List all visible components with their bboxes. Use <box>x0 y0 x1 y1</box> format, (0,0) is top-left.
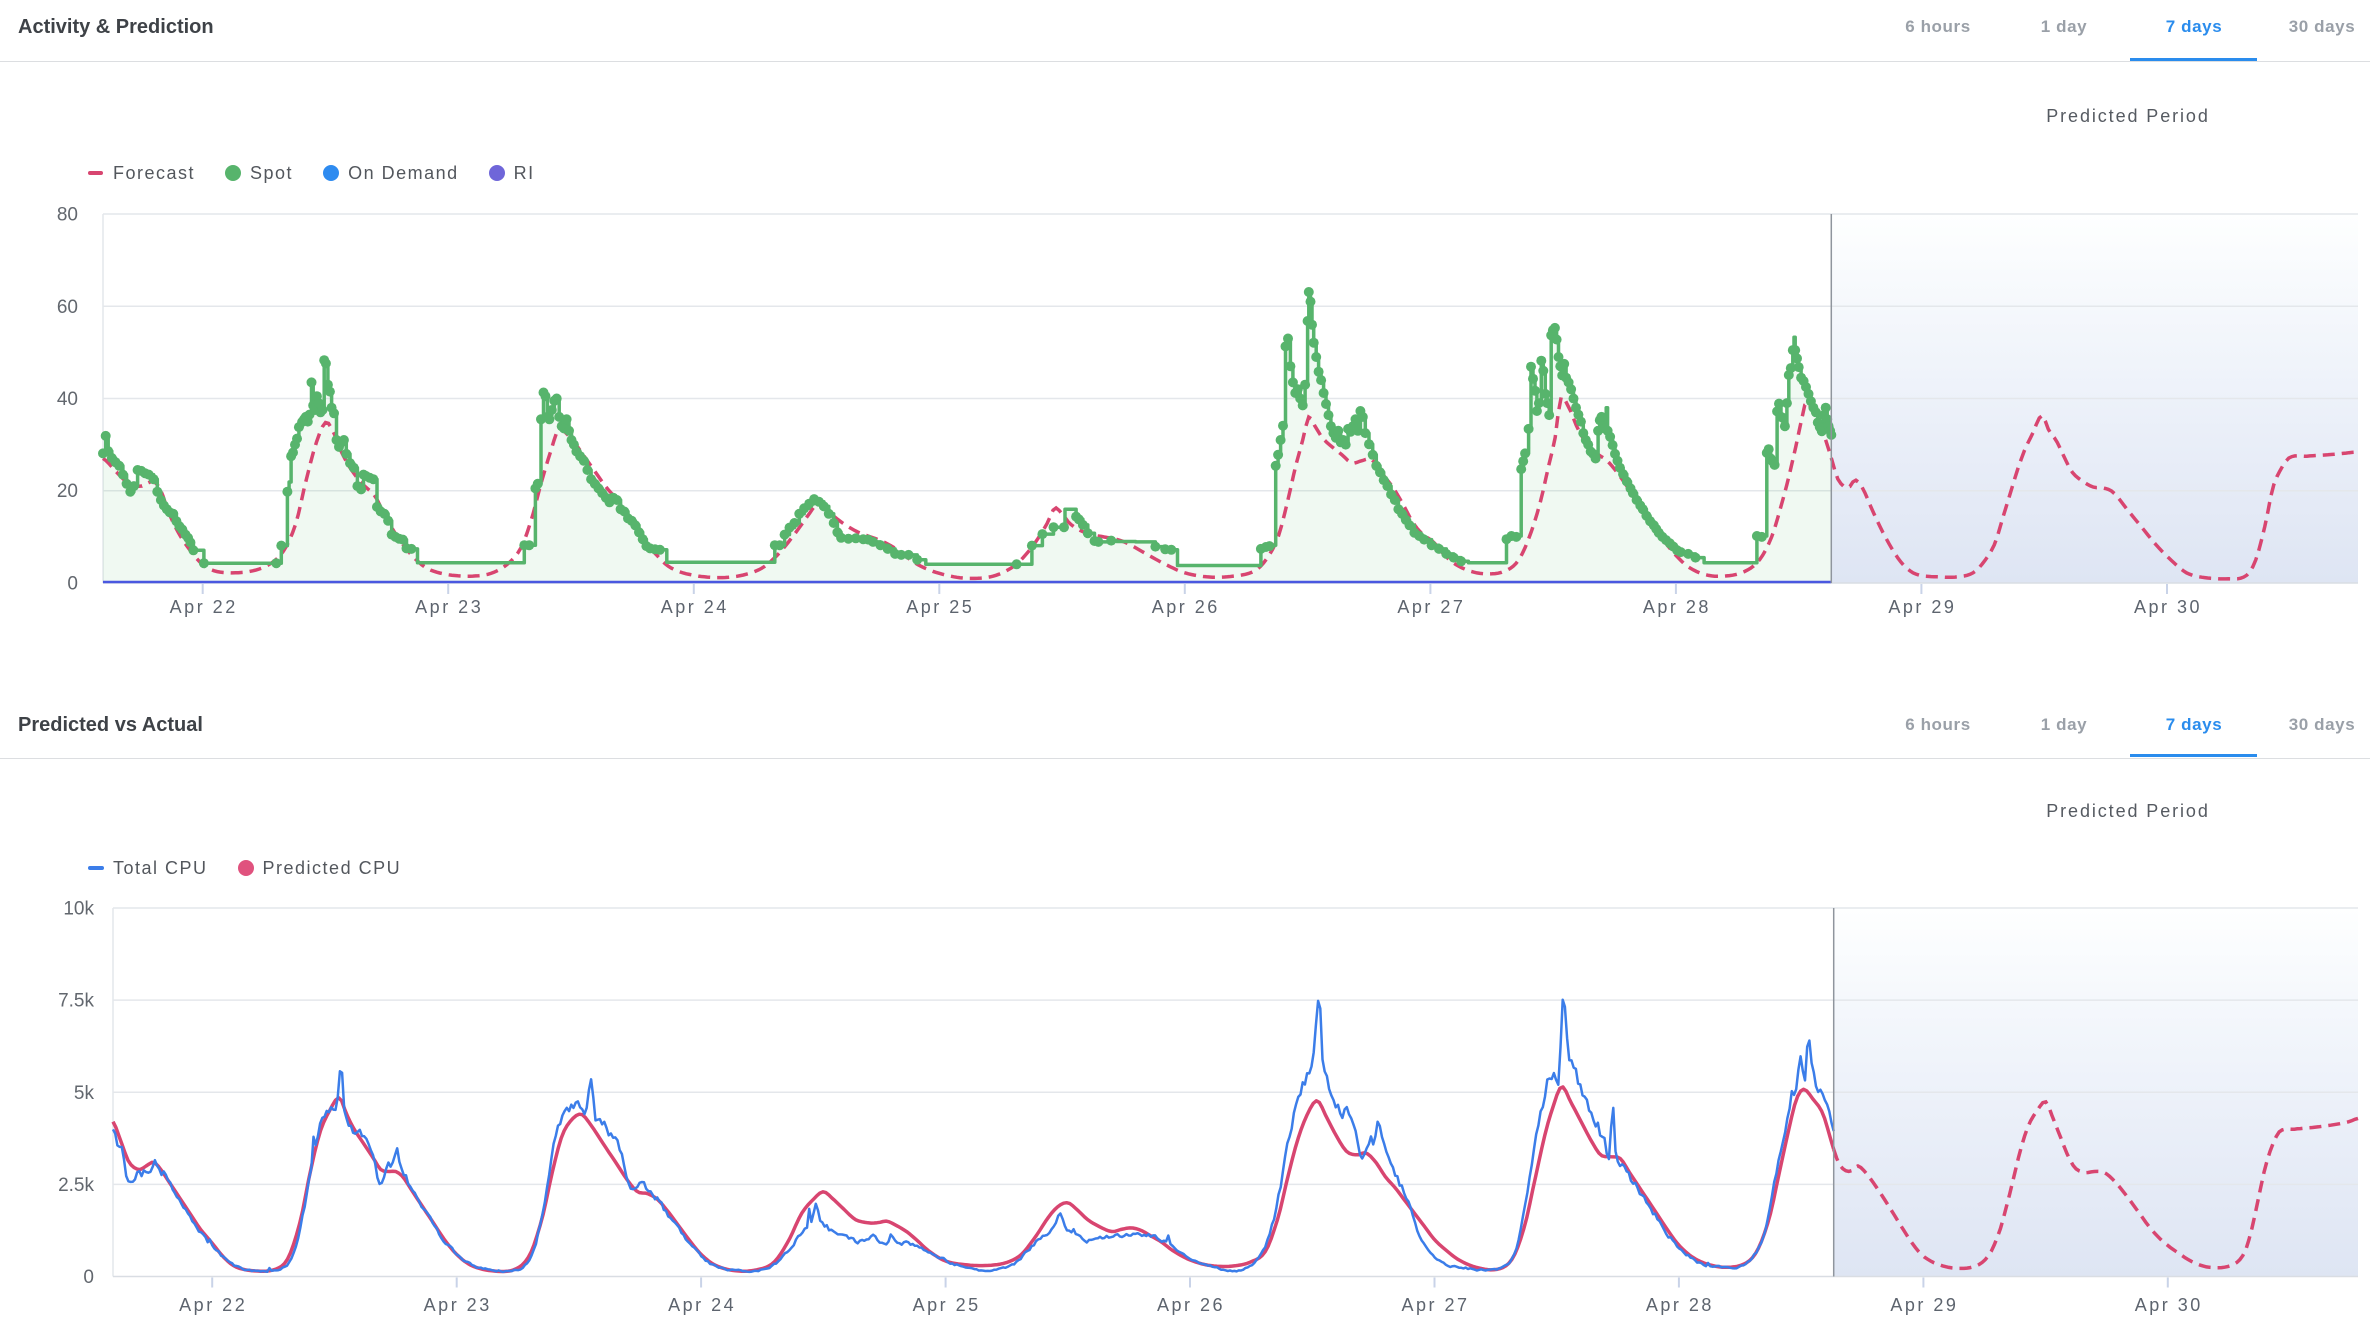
svg-text:10k: 10k <box>63 899 94 920</box>
svg-text:5k: 5k <box>74 1083 95 1104</box>
svg-text:Apr 29: Apr 29 <box>1890 1295 1958 1315</box>
svg-text:Apr 23: Apr 23 <box>424 1295 492 1315</box>
svg-text:7.5k: 7.5k <box>58 991 94 1012</box>
svg-text:Apr 22: Apr 22 <box>179 1295 247 1315</box>
svg-text:Apr 26: Apr 26 <box>1157 1295 1225 1315</box>
svg-text:2.5k: 2.5k <box>58 1175 94 1196</box>
svg-text:Apr 23: Apr 23 <box>415 597 483 617</box>
svg-text:Apr 25: Apr 25 <box>913 1295 981 1315</box>
svg-text:Apr 29: Apr 29 <box>1888 597 1956 617</box>
svg-text:80: 80 <box>57 205 78 226</box>
svg-text:60: 60 <box>57 297 78 318</box>
svg-text:Apr 24: Apr 24 <box>661 597 729 617</box>
svg-text:Apr 27: Apr 27 <box>1397 597 1465 617</box>
svg-text:0: 0 <box>83 1267 94 1288</box>
svg-text:Apr 24: Apr 24 <box>668 1295 736 1315</box>
svg-text:Apr 30: Apr 30 <box>2134 597 2202 617</box>
svg-text:20: 20 <box>57 481 78 502</box>
svg-text:Apr 22: Apr 22 <box>170 597 238 617</box>
svg-text:Apr 25: Apr 25 <box>906 597 974 617</box>
svg-text:Apr 28: Apr 28 <box>1646 1295 1714 1315</box>
svg-text:Apr 26: Apr 26 <box>1152 597 1220 617</box>
svg-text:40: 40 <box>57 389 78 410</box>
svg-text:Apr 27: Apr 27 <box>1401 1295 1469 1315</box>
svg-text:Apr 28: Apr 28 <box>1643 597 1711 617</box>
svg-text:0: 0 <box>67 574 78 595</box>
svg-text:Apr 30: Apr 30 <box>2135 1295 2203 1315</box>
